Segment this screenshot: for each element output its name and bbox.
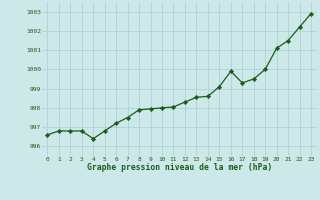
X-axis label: Graphe pression niveau de la mer (hPa): Graphe pression niveau de la mer (hPa): [87, 163, 272, 172]
